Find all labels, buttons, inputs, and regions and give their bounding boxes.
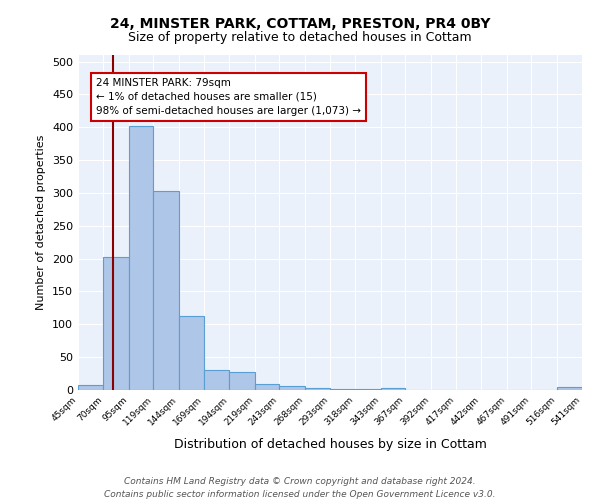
Bar: [129, 126, 153, 390]
X-axis label: Distribution of detached houses by size in Cottam: Distribution of detached houses by size …: [173, 438, 487, 451]
Text: Size of property relative to detached houses in Cottam: Size of property relative to detached ho…: [128, 31, 472, 44]
Bar: [103, 256, 129, 390]
Bar: [153, 191, 179, 390]
Text: 24, MINSTER PARK, COTTAM, PRESTON, PR4 0BY: 24, MINSTER PARK, COTTAM, PRESTON, PR4 0…: [110, 18, 490, 32]
Bar: [204, 370, 229, 390]
Bar: [305, 388, 330, 390]
Bar: [355, 388, 381, 390]
Bar: [330, 388, 355, 390]
Bar: [557, 388, 582, 390]
Bar: [255, 384, 279, 390]
Text: Contains HM Land Registry data © Crown copyright and database right 2024.: Contains HM Land Registry data © Crown c…: [124, 478, 476, 486]
Bar: [179, 316, 204, 390]
Y-axis label: Number of detached properties: Number of detached properties: [37, 135, 46, 310]
Bar: [229, 372, 255, 390]
Bar: [78, 384, 103, 390]
Bar: [381, 388, 405, 390]
Bar: [279, 386, 305, 390]
Text: 24 MINSTER PARK: 79sqm
← 1% of detached houses are smaller (15)
98% of semi-deta: 24 MINSTER PARK: 79sqm ← 1% of detached …: [96, 78, 361, 116]
Text: Contains public sector information licensed under the Open Government Licence v3: Contains public sector information licen…: [104, 490, 496, 499]
